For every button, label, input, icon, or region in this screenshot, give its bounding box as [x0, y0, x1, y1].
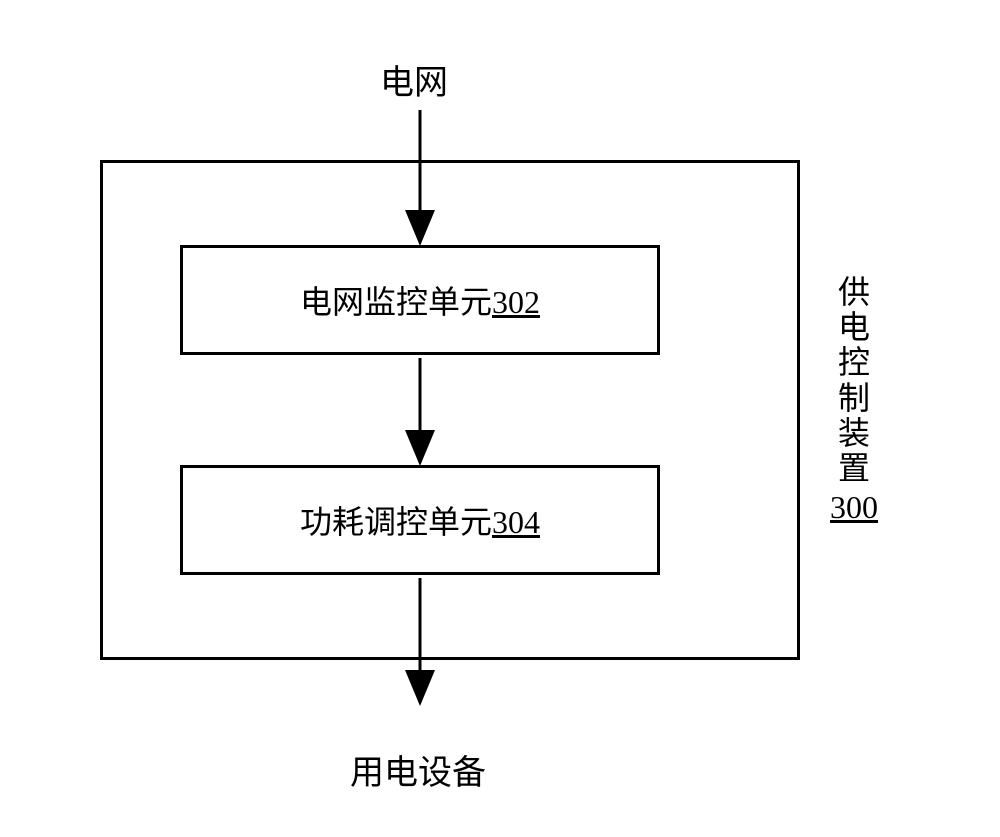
arrow-regulator-to-device [0, 0, 1000, 837]
bottom-label: 用电设备 [350, 745, 486, 794]
diagram-canvas: 电网 电网监控单元302 功耗调控单元304 供 电 控 制 装 置 300 [0, 0, 1000, 837]
